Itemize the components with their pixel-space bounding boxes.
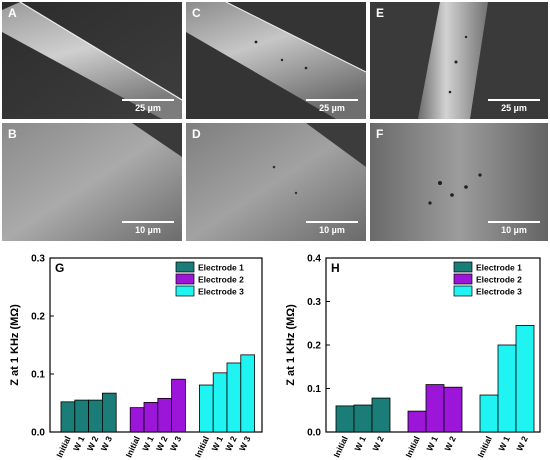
y-tick-label: 0.1: [307, 384, 321, 395]
panel-label: H: [331, 261, 340, 275]
fiber-image: [2, 2, 182, 119]
legend-label: Electrode 1: [198, 263, 244, 273]
x-tick-label: Initial: [331, 435, 349, 459]
sem-image-d: D 10 µm: [186, 123, 366, 241]
y-tick-label: 0.4: [307, 254, 321, 265]
legend-swatch: [453, 273, 473, 285]
x-tick-label: W 3: [168, 434, 184, 452]
scale-bar-label: 10 µm: [501, 225, 527, 235]
y-tick-label: 0.3: [307, 297, 321, 308]
impedance-chart-h: 0.0 0.1 0.2 0.3 0.4 Z at 1 KHz (MΩ) H Initial W …: [278, 248, 550, 460]
bar: [407, 410, 427, 433]
y-tick-label: 0.2: [307, 341, 321, 352]
x-tick-label: W 2: [223, 434, 239, 452]
panel-label: G: [55, 261, 64, 275]
x-tick-label: W 1: [424, 434, 440, 452]
x-tick-label: W 1: [496, 434, 512, 452]
x-tick-label: W 1: [140, 434, 156, 452]
bar: [443, 386, 463, 433]
scale-bar: 25 µm: [122, 99, 174, 113]
bar: [198, 384, 214, 433]
x-tick-label: Initial: [403, 435, 421, 459]
legend-swatch: [175, 285, 195, 297]
legend-label: Electrode 3: [198, 287, 244, 297]
bar: [425, 384, 445, 433]
panel-label-e: E: [376, 6, 385, 20]
x-tick-label: W 2: [370, 434, 386, 452]
x-tick-label: Initial: [475, 435, 493, 459]
scale-bar: 25 µm: [306, 99, 358, 113]
y-tick-label: 0.0: [31, 428, 45, 439]
x-tick-label: W 1: [352, 434, 368, 452]
x-tick-label: W 2: [514, 434, 530, 452]
x-tick-label: W 2: [154, 434, 170, 452]
legend-label: Electrode 1: [476, 263, 522, 273]
legend-swatch: [175, 273, 195, 285]
bar: [226, 362, 242, 433]
x-tick-label: Initial: [193, 435, 211, 459]
x-tick-label: W 3: [237, 434, 253, 452]
sem-image-f: F 10 µm: [370, 123, 548, 241]
scale-bar: 10 µm: [122, 221, 174, 235]
scale-bar-label: 10 µm: [135, 225, 161, 235]
x-tick-label: Initial: [54, 435, 72, 459]
x-tick-label: W 1: [209, 434, 225, 452]
bar: [515, 325, 535, 433]
legend-swatch: [175, 261, 195, 273]
y-axis-label: Z at 1 KHz (MΩ): [9, 304, 21, 386]
x-tick-label: Initial: [123, 435, 141, 459]
panel-label-d: D: [192, 127, 201, 141]
bar: [479, 394, 499, 433]
panel-label-a: A: [8, 6, 17, 20]
x-tick-label: W 3: [99, 434, 115, 452]
scale-bar-label: 10 µm: [319, 225, 345, 235]
bar: [88, 399, 103, 433]
panel-label-c: C: [192, 6, 201, 20]
y-tick-label: 0.2: [31, 312, 45, 323]
bar: [335, 405, 355, 433]
x-tick-label: W 1: [71, 434, 87, 452]
bar: [212, 372, 228, 433]
scale-bar-label: 25 µm: [319, 103, 345, 113]
scale-bar: 25 µm: [488, 99, 540, 113]
bar: [102, 392, 117, 433]
legend-label: Electrode 3: [476, 287, 522, 297]
panel-label-b: B: [8, 127, 17, 141]
x-tick-label: W 2: [442, 434, 458, 452]
x-tick-label: W 2: [85, 434, 101, 452]
sem-image-e: E 25 µm: [370, 2, 548, 119]
fiber-image: [186, 123, 366, 241]
y-tick-label: 0.1: [31, 370, 45, 381]
y-tick-label: 0.0: [307, 428, 321, 439]
legend-swatch: [453, 261, 473, 273]
bar: [143, 402, 159, 433]
bar: [74, 399, 90, 433]
legend-label: Electrode 2: [198, 275, 244, 285]
scale-bar-label: 25 µm: [135, 103, 161, 113]
y-tick-label: 0.3: [31, 254, 45, 265]
legend-label: Electrode 2: [476, 275, 522, 285]
bar: [129, 407, 145, 433]
bar: [240, 354, 256, 433]
scale-bar: 10 µm: [488, 221, 540, 235]
bar: [60, 401, 76, 433]
sem-image-b: B 10 µm: [2, 123, 182, 241]
bar: [497, 344, 517, 433]
bar: [353, 404, 373, 433]
sem-image-c: C 25 µm: [186, 2, 366, 119]
panel-label-f: F: [376, 127, 384, 141]
y-axis-label: Z at 1 KHz (MΩ): [285, 304, 297, 386]
bar: [371, 397, 391, 433]
legend-swatch: [453, 285, 473, 297]
scale-bar-label: 25 µm: [501, 103, 527, 113]
bar: [171, 378, 186, 433]
scale-bar: 10 µm: [306, 221, 358, 235]
sem-image-a: A 25 µm: [2, 2, 182, 119]
bar: [157, 397, 173, 433]
